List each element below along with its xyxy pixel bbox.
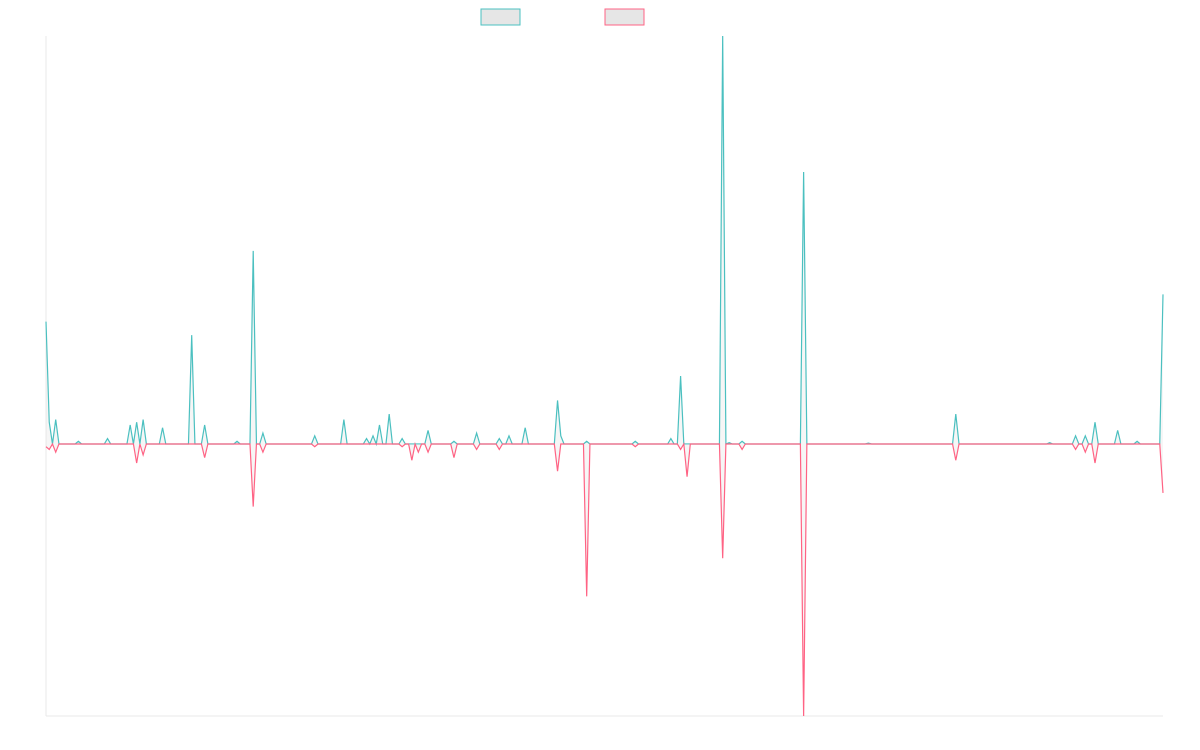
series-2-line[interactable] <box>45 441 1164 717</box>
series-2-area <box>46 444 1163 716</box>
legend-swatch-series-1[interactable] <box>480 8 521 26</box>
series-1-area <box>46 36 1163 444</box>
series-1-line[interactable] <box>45 35 1164 447</box>
series-layer <box>45 35 1164 717</box>
legend-swatch-series-2[interactable] <box>604 8 645 26</box>
legend <box>480 8 645 26</box>
